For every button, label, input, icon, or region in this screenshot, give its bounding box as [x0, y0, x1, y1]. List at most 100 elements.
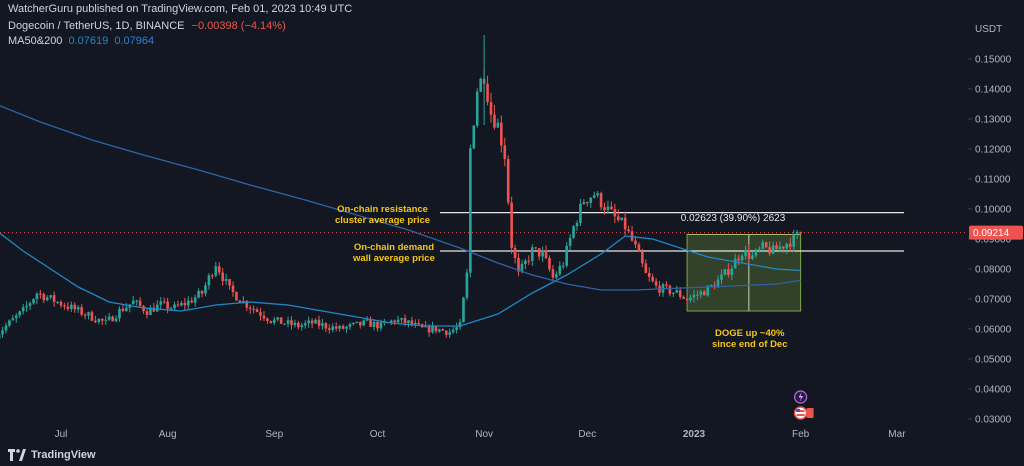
- candle-body: [506, 158, 510, 203]
- candle-body: [331, 326, 335, 330]
- candle-body: [555, 274, 558, 278]
- candle-body: [592, 195, 596, 198]
- candle-body: [204, 285, 207, 294]
- y-tick-label: 0.15000: [975, 55, 1012, 66]
- candle-body: [444, 330, 448, 335]
- candle-body: [620, 217, 624, 220]
- candle-body: [276, 317, 280, 320]
- candle-body: [792, 234, 796, 247]
- candle-body: [730, 268, 734, 275]
- candle-body: [737, 258, 740, 261]
- candle-body: [740, 255, 744, 261]
- candle-body: [35, 293, 39, 300]
- candle-body: [214, 266, 218, 276]
- candle-body: [310, 320, 314, 324]
- candle-body: [131, 300, 135, 305]
- candle-body: [534, 247, 538, 249]
- candle-body: [744, 249, 747, 256]
- candle-body: [427, 325, 431, 333]
- y-tick-label: 0.05000: [975, 355, 1012, 366]
- candle-body: [224, 279, 228, 281]
- candle-body: [788, 243, 792, 247]
- candle-body: [4, 325, 8, 331]
- tradingview-brand: TradingView: [31, 449, 96, 461]
- candle-body: [668, 285, 672, 294]
- candle-body: [613, 209, 617, 217]
- candle-body: [493, 114, 496, 128]
- candle-body: [654, 281, 658, 286]
- candle-body: [431, 326, 434, 333]
- candle-body: [665, 284, 668, 286]
- candle-body: [599, 193, 603, 208]
- candle-body: [733, 258, 737, 269]
- candle-body: [262, 315, 266, 319]
- event-flag-tab: [806, 408, 814, 418]
- candle-body: [699, 291, 703, 295]
- us-flag-icon: [796, 410, 805, 412]
- ma200-line: [0, 105, 801, 291]
- candle-body: [107, 316, 111, 320]
- candle-body: [259, 311, 262, 316]
- x-tick-label: Feb: [792, 429, 810, 440]
- candle-body: [156, 304, 159, 312]
- candle-body: [475, 91, 479, 126]
- candle-body: [520, 263, 524, 272]
- price-change: −0.00398 (−4.14%): [191, 20, 286, 32]
- candle-body: [121, 308, 125, 312]
- candle-body: [1, 330, 4, 335]
- candle-body: [727, 269, 730, 275]
- candle-body: [217, 266, 221, 273]
- y-tick-label: 0.12000: [975, 145, 1012, 156]
- candle-body: [87, 312, 90, 316]
- lightning-icon: [798, 392, 804, 402]
- y-tick-label: 0.08000: [975, 265, 1012, 276]
- candle-body: [341, 325, 345, 329]
- candle-body: [255, 309, 259, 312]
- candle-body: [637, 244, 641, 252]
- ma50-line: [0, 232, 801, 327]
- candle-body: [362, 320, 366, 326]
- tradingview-logo[interactable]: TradingView: [8, 449, 96, 461]
- candle-body: [45, 297, 49, 301]
- resistance-line-1: On-chain resistance: [337, 204, 428, 215]
- candle-body: [14, 315, 18, 319]
- candle-body: [572, 226, 575, 238]
- candle-body: [228, 279, 231, 286]
- candle-body: [403, 318, 407, 324]
- candle-body: [500, 122, 503, 146]
- candle-body: [589, 197, 593, 203]
- candle-body: [778, 246, 782, 250]
- last-price-tag-label: 0.09214: [973, 228, 1010, 239]
- candle-body: [100, 318, 104, 321]
- candle-body: [527, 260, 531, 262]
- candle-body: [751, 255, 754, 259]
- candle-body: [692, 294, 696, 298]
- candle-body: [603, 207, 606, 211]
- candle-body: [716, 279, 720, 288]
- x-tick-label: Mar: [888, 429, 906, 440]
- candle-body: [145, 311, 149, 315]
- candle-body: [286, 320, 290, 324]
- candle-body: [321, 323, 324, 326]
- candle-body: [180, 302, 183, 306]
- candle-body: [42, 293, 46, 301]
- candle-body: [410, 320, 414, 325]
- candle-body: [489, 101, 493, 115]
- publisher-line: WatcherGuru published on TradingView.com…: [8, 3, 353, 15]
- us-flag-canton: [796, 409, 801, 412]
- candle-body: [702, 291, 706, 296]
- ma50-value: 0.07619: [68, 35, 109, 47]
- candle-body: [782, 246, 785, 249]
- candle-body: [352, 322, 355, 325]
- demand-line-2: wall average price: [353, 253, 435, 264]
- candle-body: [269, 320, 273, 323]
- y-tick-label: 0.09000: [975, 235, 1012, 246]
- candle-body: [73, 304, 77, 310]
- candle-body: [754, 249, 758, 256]
- candle-body: [32, 299, 35, 304]
- candle-body: [159, 301, 163, 305]
- candle-body: [541, 250, 544, 257]
- candle-body: [266, 318, 269, 321]
- candle-body: [610, 206, 613, 210]
